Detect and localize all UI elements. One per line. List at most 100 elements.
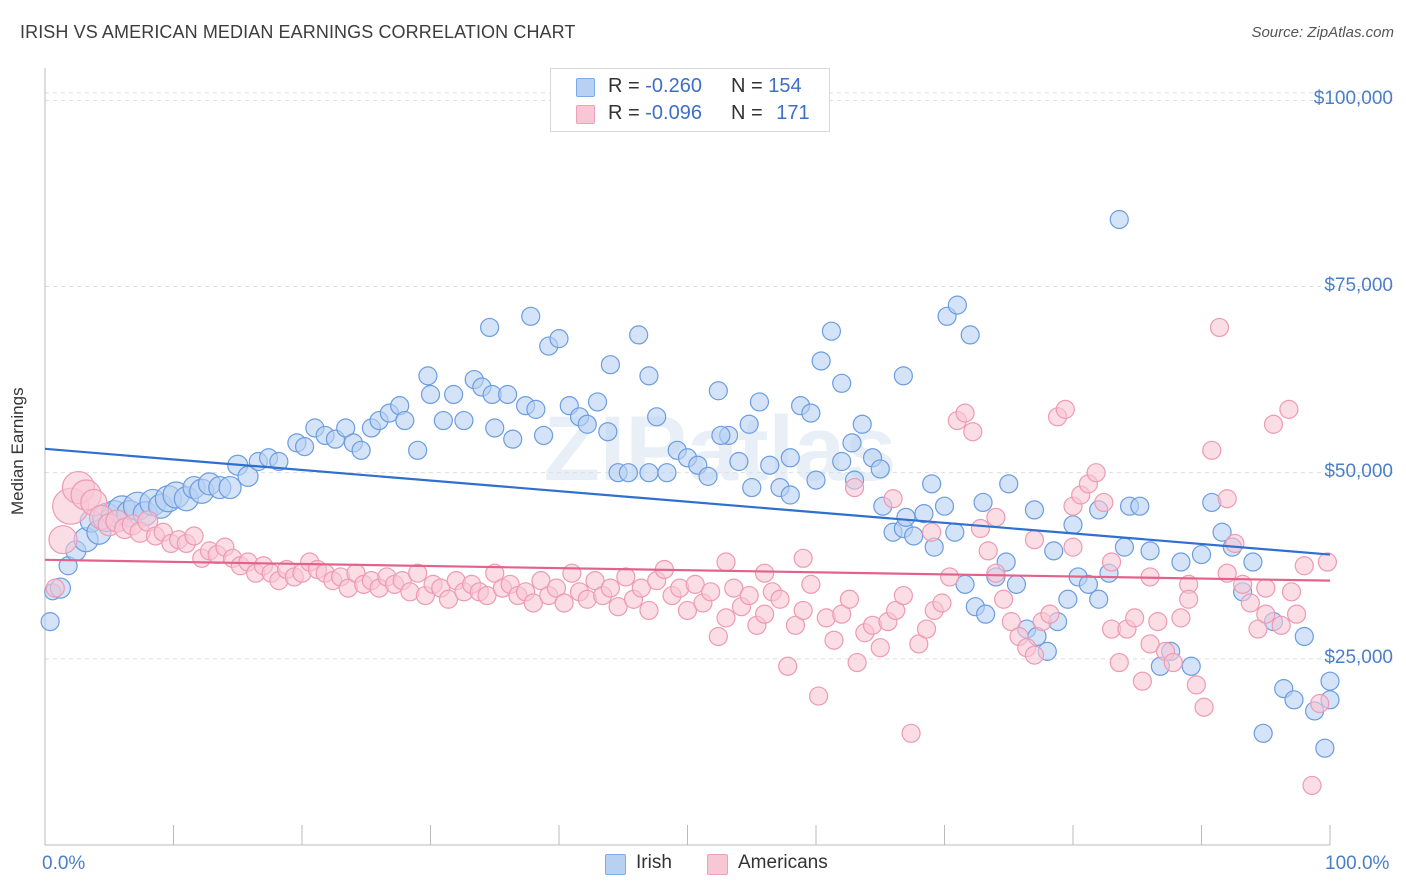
data-point-americans xyxy=(1101,552,1122,572)
data-point-irish xyxy=(832,373,852,393)
data-point-irish xyxy=(896,507,916,527)
data-point-americans xyxy=(1310,693,1330,714)
data-point-americans xyxy=(477,585,497,606)
stats-legend: R = -0.260 N = 154 R = -0.096 N = 171 xyxy=(550,68,830,132)
data-point-americans xyxy=(1225,533,1245,554)
data-point-irish xyxy=(973,492,993,513)
trend-line-americans xyxy=(44,558,1331,582)
data-point-americans xyxy=(955,403,975,423)
data-point-americans xyxy=(616,567,636,587)
data-point-irish xyxy=(600,355,621,375)
data-point-irish xyxy=(526,399,546,419)
data-point-americans xyxy=(631,578,651,598)
data-point-irish xyxy=(1063,515,1083,535)
legend-row-irish: R = -0.260 N = 154 xyxy=(551,74,829,100)
data-point-americans xyxy=(1217,489,1237,509)
data-point-americans xyxy=(916,619,937,639)
data-point-irish xyxy=(336,418,356,438)
data-point-irish xyxy=(1294,626,1314,647)
data-point-irish xyxy=(729,451,749,472)
data-point-irish xyxy=(454,410,474,431)
data-point-americans xyxy=(847,652,867,673)
data-point-americans xyxy=(1109,652,1129,673)
data-point-irish xyxy=(914,504,934,524)
trend-lines xyxy=(44,447,1331,582)
data-point-irish xyxy=(1315,738,1335,758)
data-point-irish xyxy=(698,466,718,486)
data-point-irish xyxy=(657,463,677,483)
data-point-irish xyxy=(1171,552,1191,572)
y-tick-label: $25,000 xyxy=(1324,646,1393,668)
data-point-irish xyxy=(739,414,759,434)
data-point-americans xyxy=(893,585,913,606)
data-point-irish xyxy=(1109,209,1129,230)
legend-r-label: R = xyxy=(608,102,640,124)
data-point-irish xyxy=(647,407,667,427)
legend-swatch-irish xyxy=(576,78,595,97)
legend-swatch-americans xyxy=(576,105,595,124)
legend-r-value: -0.260 xyxy=(645,75,702,97)
data-point-americans xyxy=(608,597,628,617)
data-point-americans xyxy=(639,600,659,621)
data-point-irish xyxy=(1140,541,1160,561)
data-point-irish xyxy=(639,366,659,386)
data-point-irish xyxy=(40,612,60,632)
data-point-americans xyxy=(716,608,736,628)
data-point-irish xyxy=(760,455,780,475)
data-point-americans xyxy=(1140,634,1160,654)
series-americans-points xyxy=(45,317,1338,796)
data-point-americans xyxy=(554,593,574,613)
source-label: Source: ZipAtlas.com xyxy=(1251,24,1394,41)
data-point-americans xyxy=(986,507,1006,527)
data-point-americans xyxy=(886,600,906,621)
data-point-americans xyxy=(1317,552,1338,572)
data-point-irish xyxy=(842,433,862,453)
data-point-americans xyxy=(531,571,551,591)
legend-label-americans: Americans xyxy=(738,852,828,873)
data-point-irish xyxy=(1253,723,1273,743)
x-tick-label-min: 0.0% xyxy=(42,853,86,874)
data-point-americans xyxy=(808,686,829,706)
data-point-americans xyxy=(1179,589,1199,609)
data-point-irish xyxy=(1212,522,1232,542)
data-point-americans xyxy=(708,626,728,647)
data-point-irish xyxy=(832,451,852,472)
data-point-americans xyxy=(785,615,806,635)
data-point-americans xyxy=(1256,578,1276,598)
data-point-americans xyxy=(986,563,1006,583)
data-point-americans xyxy=(778,656,798,676)
data-point-americans xyxy=(1024,645,1045,665)
legend-label-irish: Irish xyxy=(636,852,672,873)
data-point-americans xyxy=(1040,604,1060,624)
y-tick-label: $50,000 xyxy=(1324,460,1393,482)
data-point-irish xyxy=(1089,589,1109,609)
data-point-irish xyxy=(870,459,890,479)
data-point-americans xyxy=(701,582,721,602)
data-point-irish xyxy=(598,422,618,442)
data-point-irish xyxy=(1114,537,1135,557)
data-point-americans xyxy=(408,563,428,583)
legend-row-americans: R = -0.096 N = 171 xyxy=(551,101,829,127)
data-point-irish xyxy=(577,414,597,434)
data-point-americans xyxy=(844,477,865,498)
data-point-irish xyxy=(503,429,523,449)
data-point-irish xyxy=(629,325,649,345)
data-point-irish xyxy=(480,317,500,338)
y-tick-label: $75,000 xyxy=(1324,274,1393,296)
data-point-americans xyxy=(184,526,204,546)
data-point-americans xyxy=(677,600,698,621)
data-point-americans xyxy=(485,563,505,583)
data-point-irish xyxy=(485,418,505,438)
data-point-americans xyxy=(1202,440,1222,460)
data-point-irish xyxy=(749,392,770,412)
data-point-americans xyxy=(1281,582,1302,602)
data-point-irish xyxy=(444,384,464,405)
data-point-irish xyxy=(269,451,289,472)
data-point-americans xyxy=(963,422,983,442)
data-point-americans xyxy=(1086,463,1106,483)
data-point-irish xyxy=(218,475,242,500)
data-point-americans xyxy=(1094,492,1114,513)
data-point-irish xyxy=(618,463,638,483)
data-point-americans xyxy=(754,604,775,624)
data-point-americans xyxy=(523,593,543,613)
